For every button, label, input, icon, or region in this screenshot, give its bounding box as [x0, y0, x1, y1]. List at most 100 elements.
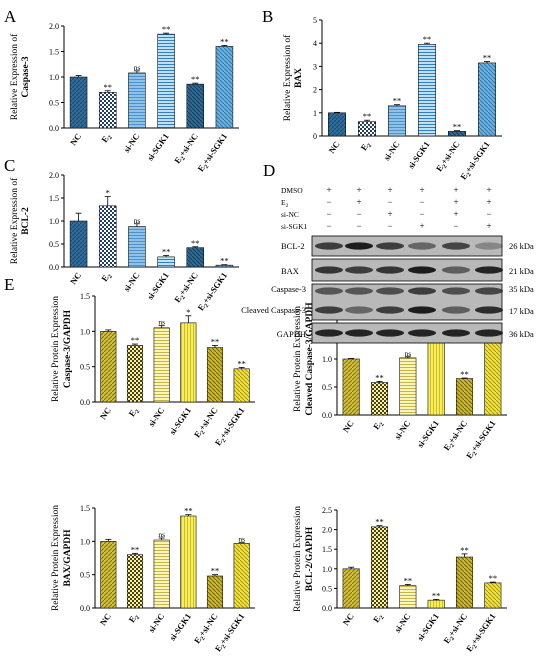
category-label: NC [68, 270, 83, 286]
y-axis-label: Relative Protein Expression [293, 306, 303, 412]
category-label-part: si-SGK1 [415, 611, 441, 642]
category-label: E2 [99, 131, 114, 145]
category-label-part: +si-SGK1 [218, 611, 247, 646]
bar [157, 256, 175, 268]
significance-label: ** [432, 590, 441, 600]
category-label-part: E [172, 155, 184, 166]
treatment-sign: − [387, 197, 392, 207]
band-label: BAX [281, 266, 299, 276]
significance-label: ** [162, 247, 171, 257]
bar [69, 76, 88, 129]
significance-label: ** [460, 545, 469, 555]
band-label: Cleaved Caspase-3 [241, 305, 306, 315]
protein-band [475, 306, 503, 314]
significance-label: ** [483, 53, 492, 63]
category-label-subscript: 2 [204, 164, 211, 170]
protein-band [442, 266, 470, 274]
category-label-part: +si-NC [446, 418, 469, 445]
bar [100, 331, 117, 403]
protein-band [408, 287, 436, 295]
bar [186, 83, 205, 129]
category-label-part: E [196, 302, 208, 313]
category-label-part: E [213, 437, 225, 448]
bar [342, 568, 360, 609]
category-label: si-SGK1 [415, 611, 441, 642]
category-label: NC [326, 139, 341, 155]
bar [427, 330, 445, 416]
category-label-part: si-SGK1 [145, 131, 171, 162]
category-label-subscript: 2 [200, 430, 207, 436]
bar [370, 526, 389, 609]
significance-label: ** [211, 336, 220, 346]
category-label-subscript: 2 [180, 156, 187, 162]
protein-band [376, 242, 404, 250]
bar [206, 575, 224, 609]
category-label: E2+si-NC [192, 405, 222, 440]
category-label-part: +si-NC [177, 131, 200, 158]
y-tick-label: 2.5 [322, 506, 332, 515]
treatment-sign: + [453, 197, 458, 207]
significance-label: ** [131, 544, 140, 554]
category-label-part: +si-NC [197, 611, 220, 638]
category-label: E2+si-NC [172, 270, 202, 305]
blot-membrane [311, 235, 503, 257]
category-label-part: +si-NC [197, 405, 220, 432]
treatment-sign: − [326, 221, 331, 231]
significance-label: ** [375, 517, 384, 527]
bar [233, 368, 250, 403]
significance-label: ** [104, 82, 113, 92]
significance-label: ** [489, 573, 498, 583]
band-kda: 17 kDa [509, 306, 534, 316]
category-label: NC [341, 611, 356, 627]
bar [157, 33, 175, 129]
category-label: si-NC [121, 270, 141, 293]
treatment-sign: − [326, 197, 331, 207]
band-label: BCL-2 [281, 241, 305, 251]
category-label-part: NC [98, 611, 113, 627]
bar [387, 105, 406, 137]
protein-band [345, 329, 373, 337]
significance-label: ** [404, 575, 413, 585]
treatment-sign: + [486, 197, 491, 207]
category-label: E2+si-SGK1 [196, 270, 231, 313]
category-label-subscript: 2 [135, 615, 142, 621]
significance-label: ** [191, 238, 200, 248]
bar [399, 585, 417, 609]
y-tick-label: 1.0 [322, 565, 332, 574]
category-label: E2+si-SGK1 [196, 131, 231, 174]
category-label-part: E [126, 408, 138, 419]
treatment-sign: + [326, 185, 331, 195]
treatment-sign: + [486, 185, 491, 195]
treatment-label: DMSO [281, 186, 303, 195]
category-label-part: +si-SGK1 [469, 611, 498, 646]
category-label-part: si-NC [146, 611, 166, 634]
y-axis-label-bold: Caspase-3/GAPDH [63, 309, 73, 388]
category-label-subscript: 2 [472, 644, 479, 650]
y-tick-label: 0.5 [322, 383, 332, 392]
bar [427, 599, 445, 609]
y-tick-label: 1.5 [49, 48, 59, 57]
category-label-part: +si-NC [177, 270, 200, 297]
category-label-part: si-NC [121, 131, 141, 154]
category-label: si-SGK1 [145, 131, 171, 162]
y-tick-label: 0 [313, 132, 317, 141]
y-tick-label: 0.0 [80, 398, 90, 407]
y-tick-label: 0.5 [49, 99, 59, 108]
protein-band [475, 329, 503, 337]
y-tick-label: 2.0 [49, 22, 59, 31]
category-label-part: E [358, 142, 370, 153]
blot-bands: BCL-2 26 kDa BAX 21 kDa Caspase-3 35 kDa Cleav… [241, 235, 534, 344]
y-tick-label: 5 [313, 16, 317, 25]
bar [477, 62, 496, 137]
category-label: NC [341, 418, 356, 434]
category-label-part: E [213, 643, 225, 654]
treatment-sign: + [419, 185, 424, 195]
category-label: E2+si-NC [441, 611, 471, 646]
treatment-sign: − [419, 209, 424, 219]
treatment-sign: + [387, 185, 392, 195]
protein-band [345, 242, 373, 250]
chart-bax-protein: 0.0 0.5 1.0 1.5 Relative Protein Expression B… [51, 504, 255, 654]
treatment-table: DMSO + + + + + + E2 − + − − + + si-NC − − + − + − si-SGK1 − − − +… [281, 185, 492, 231]
category-label: si-SGK1 [167, 405, 193, 436]
treatment-sign: + [453, 209, 458, 219]
